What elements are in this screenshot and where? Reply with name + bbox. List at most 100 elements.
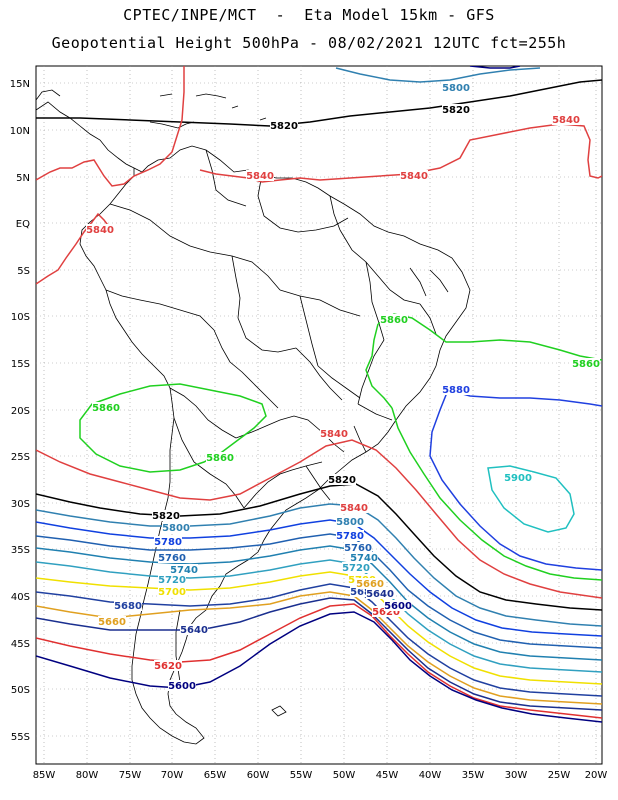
contour-5820-south bbox=[36, 483, 602, 611]
contour-5860-loop bbox=[79, 383, 267, 473]
contour-5660 bbox=[36, 591, 602, 705]
contour-label: 5840 bbox=[400, 171, 428, 182]
contour-label: 5600 bbox=[384, 601, 412, 612]
contour-label-bg bbox=[154, 660, 182, 671]
contour-label: 5880 bbox=[442, 385, 470, 396]
latitude-label: 5N bbox=[16, 173, 30, 184]
contour-5600 bbox=[36, 611, 602, 723]
contour-5820-north bbox=[36, 79, 602, 127]
latitude-label: 30S bbox=[11, 499, 30, 510]
contour-label: 5820 bbox=[328, 475, 356, 486]
contour-label-bg bbox=[246, 170, 274, 181]
contour-label-bg bbox=[340, 502, 368, 513]
contour-label-bg bbox=[336, 516, 364, 527]
contour-label-bg bbox=[344, 542, 372, 553]
latitude-label: 35S bbox=[11, 545, 30, 556]
contour-label: 5680 bbox=[350, 587, 378, 598]
contour-label-bg bbox=[572, 358, 600, 369]
contour-5900 bbox=[487, 465, 575, 533]
longitude-labels: 85W 80W 75W 70W 65W 60W 55W 50W 45W 40W 35W 30W 25W 2… bbox=[33, 770, 608, 781]
contour-label: 5780 bbox=[336, 531, 364, 542]
contour-label: 5600 bbox=[168, 681, 196, 692]
contour-label-bg bbox=[270, 120, 298, 131]
contour-label: 5740 bbox=[350, 553, 378, 564]
graticule bbox=[36, 66, 602, 764]
contour-label: 5860 bbox=[206, 453, 234, 464]
contour-label-bg bbox=[442, 82, 470, 93]
latitude-label: 45S bbox=[11, 639, 30, 650]
contour-label: 5840 bbox=[552, 115, 580, 126]
contour-label-bg bbox=[372, 606, 400, 617]
contour-labels: 5800582058205840584058405840586058605860… bbox=[86, 82, 600, 692]
latitude-label: 40S bbox=[11, 592, 30, 603]
longitude-label: 40W bbox=[419, 770, 442, 781]
contour-label-bg bbox=[380, 314, 408, 325]
contour-label: 5780 bbox=[154, 537, 182, 548]
contour-label: 5800 bbox=[336, 517, 364, 528]
contour-label: 5820 bbox=[270, 121, 298, 132]
contour-label-bg bbox=[154, 536, 182, 547]
contour-5800-navy-top bbox=[469, 66, 521, 69]
contour-label-bg bbox=[400, 170, 428, 181]
longitude-label: 25W bbox=[548, 770, 571, 781]
contour-label-bg bbox=[504, 472, 532, 483]
contour-label-bg bbox=[328, 474, 356, 485]
contour-label: 5740 bbox=[170, 565, 198, 576]
contour-label-bg bbox=[442, 104, 470, 115]
contour-label: 5840 bbox=[340, 503, 368, 514]
contour-label-bg bbox=[442, 384, 470, 395]
longitude-label: 35W bbox=[462, 770, 485, 781]
contour-label-bg bbox=[366, 588, 394, 599]
contour-label-bg bbox=[180, 624, 208, 635]
contour-5840-ecuador bbox=[36, 212, 111, 285]
coastlines bbox=[36, 89, 471, 745]
longitude-label: 80W bbox=[76, 770, 99, 781]
contour-label-bg bbox=[320, 428, 348, 439]
contour-label-bg bbox=[384, 600, 412, 611]
contour-label: 5640 bbox=[366, 589, 394, 600]
contour-label-bg bbox=[98, 616, 126, 627]
latitude-label: EQ bbox=[16, 219, 30, 230]
contour-label: 5900 bbox=[504, 473, 532, 484]
contour-label-bg bbox=[356, 578, 384, 589]
longitude-label: 30W bbox=[505, 770, 528, 781]
contour-5880 bbox=[429, 389, 602, 571]
contour-5860-south bbox=[391, 407, 602, 581]
contour-label: 5860 bbox=[380, 315, 408, 326]
longitude-label: 65W bbox=[204, 770, 227, 781]
latitude-label: 10N bbox=[10, 126, 30, 137]
longitude-label: 55W bbox=[290, 770, 313, 781]
contour-label: 5660 bbox=[356, 579, 384, 590]
latitude-label: 55S bbox=[11, 732, 30, 743]
longitude-label: 20W bbox=[585, 770, 608, 781]
longitude-label: 85W bbox=[33, 770, 56, 781]
longitude-label: 50W bbox=[333, 770, 356, 781]
contour-label-bg bbox=[350, 586, 378, 597]
latitude-label: 50S bbox=[11, 685, 30, 696]
contour-label-bg bbox=[350, 552, 378, 563]
latitude-label: 25S bbox=[11, 452, 30, 463]
contour-label: 5700 bbox=[158, 587, 186, 598]
contour-5640-dark bbox=[36, 597, 602, 711]
contour-5860-inland bbox=[365, 323, 393, 409]
contour-label: 5760 bbox=[158, 553, 186, 564]
contour-5840-south bbox=[36, 439, 602, 599]
contour-label-bg bbox=[92, 402, 120, 413]
longitude-label: 45W bbox=[376, 770, 399, 781]
contour-label: 5800 bbox=[442, 83, 470, 94]
contour-label-bg bbox=[342, 562, 370, 573]
latitude-label: 20S bbox=[11, 406, 30, 417]
contour-label: 5680 bbox=[114, 601, 142, 612]
latitude-label: 5S bbox=[17, 266, 30, 277]
longitude-label: 75W bbox=[119, 770, 142, 781]
contour-label-bg bbox=[86, 224, 114, 235]
contour-label-bg bbox=[170, 564, 198, 575]
map-subtitle: Geopotential Height 500hPa - 08/02/2021 … bbox=[51, 34, 567, 52]
contour-label: 5660 bbox=[98, 617, 126, 628]
contour-label-bg bbox=[158, 586, 186, 597]
longitude-label: 70W bbox=[161, 770, 184, 781]
contour-label: 5620 bbox=[154, 661, 182, 672]
contour-label: 5860 bbox=[92, 403, 120, 414]
contour-label-bg bbox=[114, 600, 142, 611]
contour-label: 5820 bbox=[152, 511, 180, 522]
